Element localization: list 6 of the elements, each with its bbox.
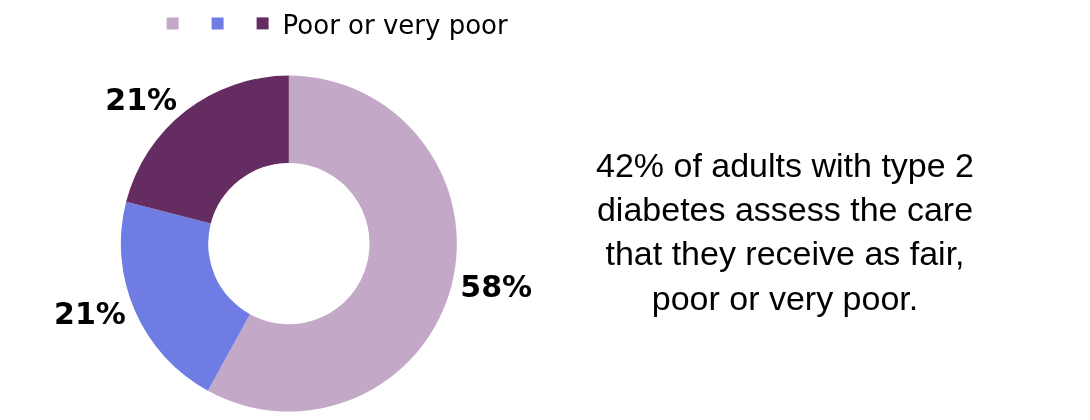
donut-slice [207, 75, 457, 412]
data-label: 21% [105, 82, 178, 118]
text: 42% of adults with type 2 diabetes assess the care that they receive as fair, poor or very poor. [596, 146, 975, 317]
legend-label: Poor or very poor [282, 9, 509, 40]
data-label: 21% [54, 295, 126, 331]
data-label: 58% [460, 268, 533, 304]
